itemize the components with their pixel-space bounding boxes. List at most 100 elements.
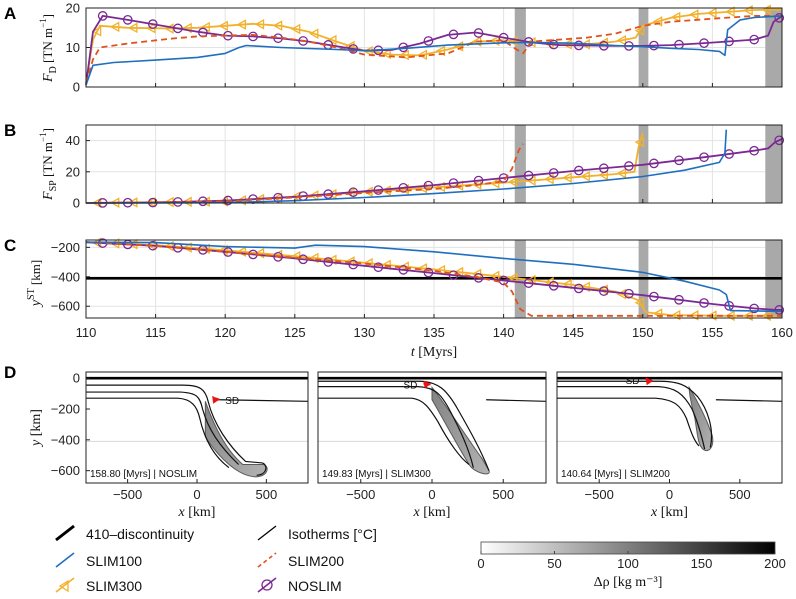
- panel-label-d: D: [4, 363, 16, 382]
- legend-item-noslim: NOSLIM: [257, 577, 342, 594]
- noslim-marker: [373, 185, 384, 195]
- series-slim100-line: [85, 15, 783, 86]
- noslim-marker: [598, 163, 609, 174]
- noslim-marker: [348, 44, 359, 54]
- noslim-marker: [473, 28, 484, 38]
- panel-c-chart: −200 −400 −600: [51, 237, 785, 322]
- slim300-marker: [91, 25, 102, 37]
- noslim-marker: [348, 259, 359, 270]
- sd-arrow-head: [212, 395, 220, 404]
- ylabel-fsp: FSP [TN m−1]: [38, 128, 59, 201]
- x-tick-label: −500: [113, 487, 142, 502]
- x-tick-label: 500: [492, 487, 514, 502]
- series-slim300-line: [85, 241, 782, 317]
- isotherm-line: [318, 380, 490, 471]
- noslim-marker: [223, 247, 233, 257]
- slim300-marker: [109, 21, 120, 33]
- panel-label-b: B: [4, 121, 16, 140]
- shaded-interval: [514, 125, 526, 203]
- slim300-marker: [308, 28, 319, 39]
- y-tick-label: 0: [73, 196, 80, 211]
- snapshot-x-label: x [km]: [650, 505, 688, 520]
- noslim-marker: [573, 40, 584, 51]
- series-slim200-line: [85, 241, 782, 317]
- slim300-marker: [634, 25, 645, 36]
- noslim-marker: [173, 23, 183, 34]
- isotherm-line: [318, 397, 547, 465]
- legend-ref-swatch: [55, 524, 75, 542]
- noslim-marker: [298, 36, 309, 46]
- x-tick-label: 150: [632, 325, 654, 340]
- noslim-marker: [548, 168, 559, 178]
- noslim-marker: [649, 40, 659, 51]
- x-tick-label: 135: [423, 325, 445, 340]
- noslim-marker: [498, 275, 509, 286]
- panel-label-a: A: [4, 4, 16, 23]
- slim300-marker: [526, 274, 536, 286]
- shaded-interval: [514, 8, 526, 87]
- isotherm-line: [557, 380, 713, 448]
- colorbar-label: Δρ [kg m⁻³]: [594, 575, 663, 590]
- slim300-marker: [634, 136, 645, 148]
- snapshot-y-label: y [km]: [29, 409, 44, 448]
- series-slim200-line: [85, 143, 524, 204]
- colorbar-tick-label: 100: [617, 556, 639, 571]
- snapshot-stamp: 140.64 [Myrs] | SLIM200: [561, 469, 670, 480]
- ylabel-fd: FD [TN m−1]: [38, 14, 59, 83]
- snapshot-background: [86, 372, 308, 483]
- noslim-marker: [573, 283, 584, 294]
- slim300-marker: [417, 49, 428, 61]
- snapshot-stamp: 158.80 [Myrs] | NOSLIM: [90, 469, 197, 480]
- noslim-marker: [749, 34, 760, 45]
- noslim-marker: [598, 286, 609, 296]
- isotherm-line: [557, 386, 706, 450]
- noslim-marker: [649, 158, 659, 169]
- sd-label: SD: [225, 396, 239, 407]
- y-tick-label: −400: [51, 269, 80, 284]
- x-tick-label: 115: [145, 325, 166, 340]
- slim300-marker: [290, 23, 301, 35]
- legend-item-isotherms: Isotherms [°C]: [257, 525, 377, 542]
- panel-a-chart: 0 10 20: [66, 1, 785, 95]
- legend-item-410: 410–discontinuity: [55, 524, 194, 542]
- x-tick-label: 160: [771, 325, 793, 340]
- snapshot-x-label: x [km]: [413, 505, 451, 520]
- slim300-marker: [489, 177, 500, 189]
- noslim-marker: [423, 36, 434, 46]
- snapshot-x-label: x [km]: [178, 505, 216, 520]
- x-tick-label: 120: [214, 325, 236, 340]
- y-tick-label: 20: [66, 164, 80, 179]
- slim300-marker: [562, 172, 572, 184]
- slim300-marker: [381, 48, 391, 60]
- noslim-marker: [498, 32, 509, 43]
- x-tick-label: 130: [354, 325, 376, 340]
- legend-label: SLIM300: [86, 578, 142, 594]
- y-tick-label: −400: [51, 432, 80, 447]
- noslim-marker: [674, 294, 684, 305]
- snapshot-background: [557, 372, 782, 483]
- noslim-marker: [548, 39, 559, 50]
- time-axis-label: t [Myrs]: [411, 345, 457, 360]
- slim300-marker: [508, 176, 518, 188]
- y-tick-label: 0: [73, 80, 80, 95]
- x-tick-label: 125: [284, 325, 306, 340]
- colorbar-tick-label: 0: [477, 556, 484, 571]
- noslim-marker: [523, 278, 534, 288]
- x-tick-label: 155: [702, 325, 724, 340]
- legend-iso-swatch: [257, 525, 277, 541]
- noslim-marker: [97, 11, 108, 21]
- slim300-marker: [453, 180, 464, 192]
- sd-arrow-head: [423, 380, 431, 389]
- y-tick-label: −200: [51, 402, 80, 417]
- slim300-marker: [363, 186, 373, 198]
- slim300-marker: [616, 167, 627, 179]
- noslim-marker: [699, 152, 709, 163]
- snapshot-stamp: 149.83 [Myrs] | SLIM300: [322, 469, 431, 480]
- noslim-marker: [523, 170, 534, 181]
- noslim-marker: [323, 257, 334, 267]
- slab-density: [431, 385, 490, 475]
- noslim-marker: [674, 155, 684, 166]
- isotherm-line: [86, 397, 309, 469]
- noslim-marker: [749, 145, 760, 156]
